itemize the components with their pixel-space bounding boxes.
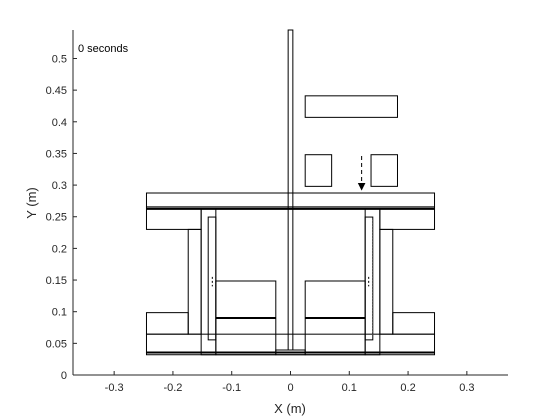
load-arrow-head xyxy=(357,183,366,191)
y-tick-label: 0.05 xyxy=(46,338,67,350)
x-tick-label: 0.3 xyxy=(459,382,474,394)
x-tick-label: -0.2 xyxy=(163,382,182,394)
x-tick-label: 0.2 xyxy=(400,382,415,394)
y-tick-label: 0.15 xyxy=(46,275,67,287)
y-tick-label: 0.2 xyxy=(52,243,67,255)
right-lower-flange xyxy=(392,312,436,335)
axes xyxy=(72,30,508,376)
left-lower-flange xyxy=(145,312,189,335)
top-cap xyxy=(145,192,436,208)
y-tick-label: 0.45 xyxy=(46,85,67,97)
ticks-layer: -0.3 -0.2 -0.1 0 0.1 0.2 0.3 0 0.05 0.1 0.15 0.2 0.2… xyxy=(46,53,475,394)
right-upper-flange xyxy=(379,208,436,230)
x-tick-label: 0 xyxy=(287,382,293,394)
y-tick-label: 0.5 xyxy=(52,53,67,65)
left-small-box xyxy=(304,154,333,187)
top-bar xyxy=(304,95,398,118)
y-tick-label: 0.25 xyxy=(46,212,67,224)
left-column xyxy=(187,228,202,335)
y-tick-label: 0.3 xyxy=(52,180,67,192)
y-axis-label: Y (m) xyxy=(24,187,39,219)
right-small-box xyxy=(370,154,398,187)
y-tick-label: 0.4 xyxy=(52,117,67,129)
center-rod xyxy=(287,29,294,351)
left-rail xyxy=(207,216,217,341)
x-tick-label: -0.3 xyxy=(105,382,124,394)
y-tick-label: 0 xyxy=(61,370,67,382)
shapes-layer xyxy=(145,29,436,356)
y-tick-label: 0.1 xyxy=(52,307,67,319)
right-column xyxy=(379,228,394,335)
left-upper-flange xyxy=(145,208,202,230)
time-annotation: 0 seconds xyxy=(78,43,129,55)
x-tick-label: -0.1 xyxy=(222,382,241,394)
y-tick-label: 0.35 xyxy=(46,148,67,160)
right-rail xyxy=(364,216,374,341)
x-tick-label: 0.1 xyxy=(342,382,357,394)
x-axis-label: X (m) xyxy=(274,401,306,416)
